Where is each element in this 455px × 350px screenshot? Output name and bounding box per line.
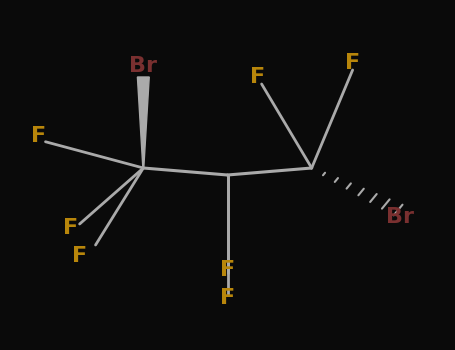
Text: F: F — [72, 245, 87, 266]
Text: F: F — [220, 287, 235, 308]
Text: F: F — [220, 259, 235, 280]
Text: F: F — [31, 126, 46, 147]
Text: Br: Br — [129, 56, 157, 77]
Text: F: F — [63, 217, 78, 238]
Text: Br: Br — [386, 207, 415, 227]
Text: F: F — [249, 67, 265, 87]
Text: F: F — [345, 53, 360, 73]
Polygon shape — [137, 77, 149, 168]
